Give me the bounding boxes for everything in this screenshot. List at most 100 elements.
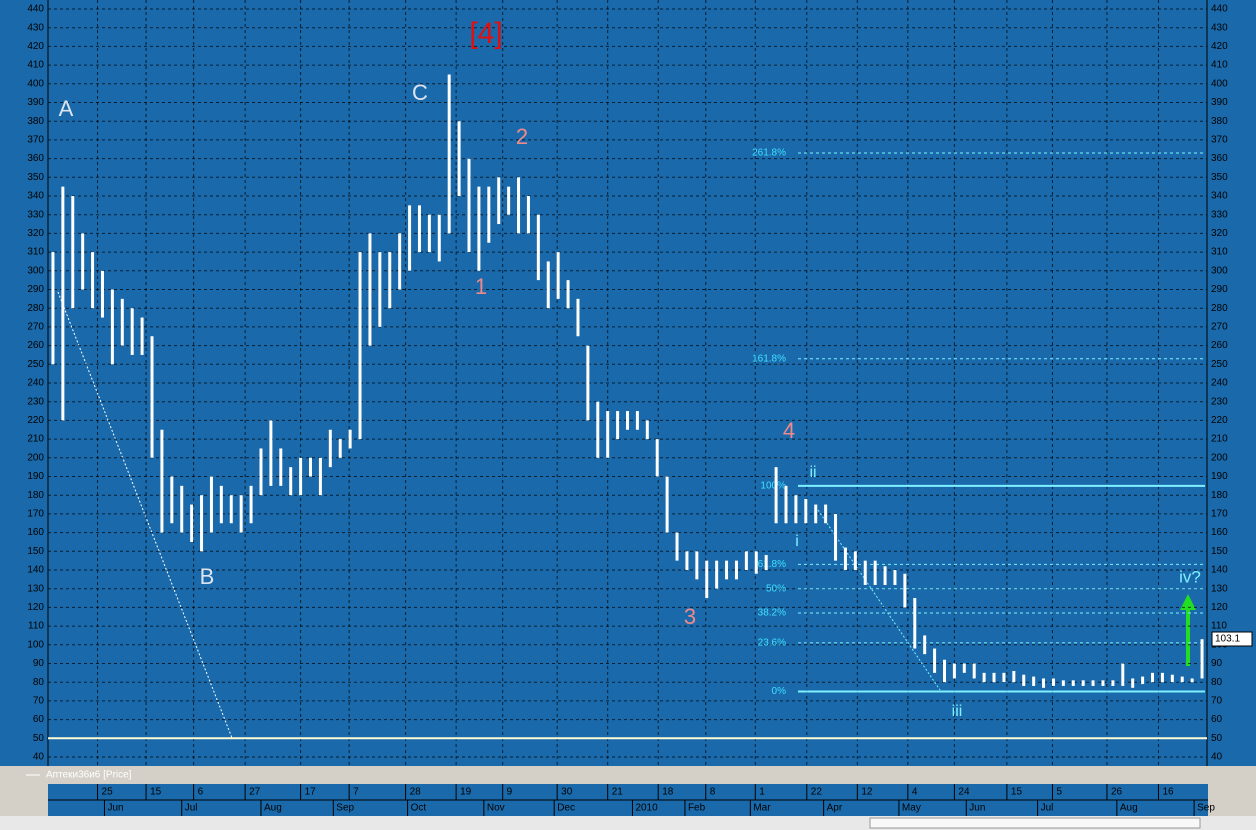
y-tick-label: 320 bbox=[1211, 228, 1228, 239]
y-tick-label: 70 bbox=[33, 696, 45, 707]
month-label: Aug bbox=[1120, 803, 1138, 814]
y-tick-label: 50 bbox=[33, 733, 45, 744]
x-tick-label: 26 bbox=[1111, 787, 1123, 798]
y-tick-label: 340 bbox=[1211, 191, 1228, 202]
y-tick-label: 270 bbox=[27, 322, 44, 333]
y-tick-label: 310 bbox=[27, 247, 44, 258]
y-tick-label: 440 bbox=[27, 4, 44, 15]
y-tick-label: 190 bbox=[27, 471, 44, 482]
x-tick-label: 22 bbox=[811, 787, 823, 798]
y-tick-label: 260 bbox=[1211, 340, 1228, 351]
y-tick-label: 40 bbox=[1211, 752, 1223, 763]
y-tick-label: 300 bbox=[27, 265, 44, 276]
y-tick-label: 250 bbox=[27, 359, 44, 370]
month-label: Jun bbox=[107, 803, 123, 814]
y-tick-label: 280 bbox=[1211, 303, 1228, 314]
y-tick-label: 340 bbox=[27, 191, 44, 202]
month-label: Aug bbox=[264, 803, 282, 814]
y-tick-label: 410 bbox=[1211, 60, 1228, 71]
x-tick-label: 27 bbox=[249, 787, 261, 798]
y-tick-label: 60 bbox=[1211, 714, 1223, 725]
y-tick-label: 90 bbox=[1211, 658, 1223, 669]
y-tick-label: 110 bbox=[1211, 621, 1227, 632]
x-tick-label: 4 bbox=[912, 787, 918, 798]
x-tick-label: 8 bbox=[710, 787, 716, 798]
x-tick-label: 25 bbox=[102, 787, 114, 798]
y-tick-label: 210 bbox=[1211, 434, 1228, 445]
y-tick-label: 370 bbox=[27, 135, 44, 146]
y-tick-label: 400 bbox=[1211, 78, 1228, 89]
y-tick-label: 140 bbox=[27, 565, 44, 576]
x-tick-label: 12 bbox=[861, 787, 873, 798]
y-tick-label: 170 bbox=[1211, 509, 1228, 520]
y-tick-label: 310 bbox=[1211, 247, 1228, 258]
y-tick-label: 200 bbox=[27, 452, 44, 463]
month-label: May bbox=[902, 803, 921, 814]
last-price-box bbox=[1211, 631, 1253, 647]
legend-label: Аптеки36и6 [Price] bbox=[46, 770, 132, 781]
wave-label: iv? bbox=[1179, 567, 1201, 586]
y-tick-label: 40 bbox=[33, 752, 45, 763]
arrow-head bbox=[1180, 594, 1196, 610]
wave-label: 3 bbox=[684, 604, 696, 629]
fib-label: 23.6% bbox=[758, 638, 786, 649]
month-label: 2010 bbox=[635, 803, 658, 814]
y-tick-label: 380 bbox=[27, 116, 44, 127]
y-tick-label: 380 bbox=[1211, 116, 1228, 127]
y-tick-label: 300 bbox=[1211, 265, 1228, 276]
wave-label: 2 bbox=[516, 124, 528, 149]
y-tick-label: 430 bbox=[1211, 22, 1228, 33]
y-tick-label: 110 bbox=[28, 621, 44, 632]
fib-label: 261.8% bbox=[752, 148, 786, 159]
y-tick-label: 290 bbox=[27, 284, 44, 295]
wave-label: C bbox=[412, 80, 428, 105]
y-tick-label: 250 bbox=[1211, 359, 1228, 370]
wave-label: iii bbox=[952, 703, 963, 720]
x-tick-label: 18 bbox=[662, 787, 674, 798]
y-tick-label: 60 bbox=[33, 714, 45, 725]
fib-label: 0% bbox=[772, 686, 787, 697]
month-label: Oct bbox=[411, 803, 427, 814]
y-tick-label: 240 bbox=[1211, 378, 1228, 389]
fib-label: 61.8% bbox=[758, 559, 786, 570]
month-label: Dec bbox=[557, 803, 575, 814]
wave-label: B bbox=[200, 564, 215, 589]
y-tick-label: 120 bbox=[1211, 602, 1228, 613]
y-tick-label: 240 bbox=[27, 378, 44, 389]
x-tick-label: 16 bbox=[1162, 787, 1174, 798]
wave-label: [4] bbox=[469, 17, 502, 50]
y-tick-label: 270 bbox=[1211, 322, 1228, 333]
y-tick-label: 80 bbox=[1211, 677, 1223, 688]
scrollbar-thumb[interactable] bbox=[869, 817, 1201, 829]
y-tick-label: 100 bbox=[27, 639, 44, 650]
y-tick-label: 160 bbox=[1211, 527, 1228, 538]
y-tick-label: 170 bbox=[27, 509, 44, 520]
y-tick-label: 230 bbox=[1211, 396, 1228, 407]
y-tick-label: 210 bbox=[27, 434, 44, 445]
y-tick-label: 290 bbox=[1211, 284, 1228, 295]
y-tick-label: 420 bbox=[1211, 41, 1228, 52]
x-tick-label: 19 bbox=[460, 787, 472, 798]
month-label: Nov bbox=[487, 803, 505, 814]
month-label: Mar bbox=[753, 803, 771, 814]
y-tick-label: 360 bbox=[27, 153, 44, 164]
wave-label: ii bbox=[809, 464, 816, 481]
x-tick-label: 9 bbox=[507, 787, 513, 798]
x-tick-label: 15 bbox=[150, 787, 162, 798]
wave-label: A bbox=[59, 96, 74, 121]
y-tick-label: 260 bbox=[27, 340, 44, 351]
x-tick-label: 17 bbox=[305, 787, 317, 798]
month-label: Jun bbox=[969, 803, 985, 814]
y-tick-label: 430 bbox=[27, 22, 44, 33]
y-tick-label: 360 bbox=[1211, 153, 1228, 164]
last-price-label: 103.1 bbox=[1215, 634, 1240, 645]
y-tick-label: 220 bbox=[27, 415, 44, 426]
y-tick-label: 330 bbox=[1211, 209, 1228, 220]
y-tick-label: 410 bbox=[27, 60, 44, 71]
y-tick-label: 330 bbox=[27, 209, 44, 220]
y-tick-label: 130 bbox=[1211, 583, 1228, 594]
fib-label: 38.2% bbox=[758, 608, 786, 619]
y-tick-label: 90 bbox=[33, 658, 45, 669]
